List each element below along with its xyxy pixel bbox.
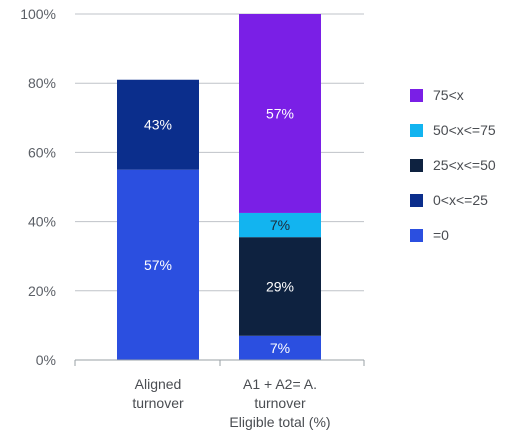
y-tick-label: 100%: [20, 6, 56, 22]
data-label: 57%: [266, 105, 294, 121]
y-axis-ticks: 0% 20% 40% 60% 80% 100%: [20, 6, 56, 368]
legend-swatch: [410, 89, 423, 102]
x-axis: [74, 359, 365, 366]
x-category-label: Aligned turnover: [132, 376, 184, 411]
legend-swatch: [410, 194, 423, 207]
data-label: 7%: [270, 340, 290, 356]
y-tick-label: 0%: [36, 352, 56, 368]
bar-segment: [117, 169, 199, 360]
bar-segment: [239, 14, 321, 213]
legend-label: 50<x<=75: [433, 122, 496, 138]
legend: 75<x 50<x<=75 25<x<=50 0<x<=25 =0: [410, 87, 496, 243]
legend-swatch: [410, 159, 423, 172]
bars: 57% 43% 7% 29% 7% 57%: [117, 14, 321, 360]
x-category-label-line: Aligned: [135, 376, 182, 392]
bar-segment: [117, 79, 199, 170]
legend-swatch: [410, 124, 423, 137]
y-tick-label: 40%: [28, 214, 56, 230]
x-category-label: A1 + A2= A. turnover Eligible total (%): [229, 376, 330, 430]
y-tick-label: 80%: [28, 75, 56, 91]
bar-segment: [239, 237, 321, 336]
bar-segment: [239, 212, 321, 238]
legend-label: 0<x<=25: [433, 192, 488, 208]
y-tick-label: 20%: [28, 283, 56, 299]
x-category-label-line: A1 + A2= A.: [243, 376, 317, 392]
data-label: 29%: [266, 278, 294, 294]
data-label: 57%: [144, 257, 172, 273]
x-category-label-line: Eligible total (%): [229, 414, 330, 430]
legend-swatch: [410, 229, 423, 242]
legend-label: =0: [433, 227, 449, 243]
data-label: 7%: [270, 217, 290, 233]
legend-label: 75<x: [433, 87, 464, 103]
bar-segment: [239, 335, 321, 360]
x-category-label-line: turnover: [254, 395, 306, 411]
legend-label: 25<x<=50: [433, 157, 496, 173]
y-tick-label: 60%: [28, 144, 56, 160]
x-axis-categories: Aligned turnover A1 + A2= A. turnover Eligib…: [132, 376, 330, 430]
x-category-label-line: turnover: [132, 395, 184, 411]
data-label: 43%: [144, 117, 172, 133]
